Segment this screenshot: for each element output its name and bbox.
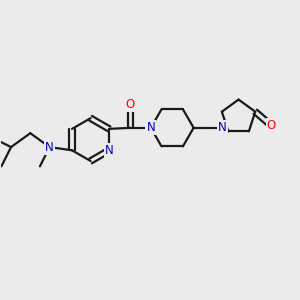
Text: O: O — [126, 98, 135, 111]
Text: O: O — [267, 119, 276, 132]
Text: N: N — [218, 121, 227, 134]
Text: N: N — [146, 121, 155, 134]
Text: N: N — [105, 144, 113, 157]
Text: N: N — [45, 141, 54, 154]
